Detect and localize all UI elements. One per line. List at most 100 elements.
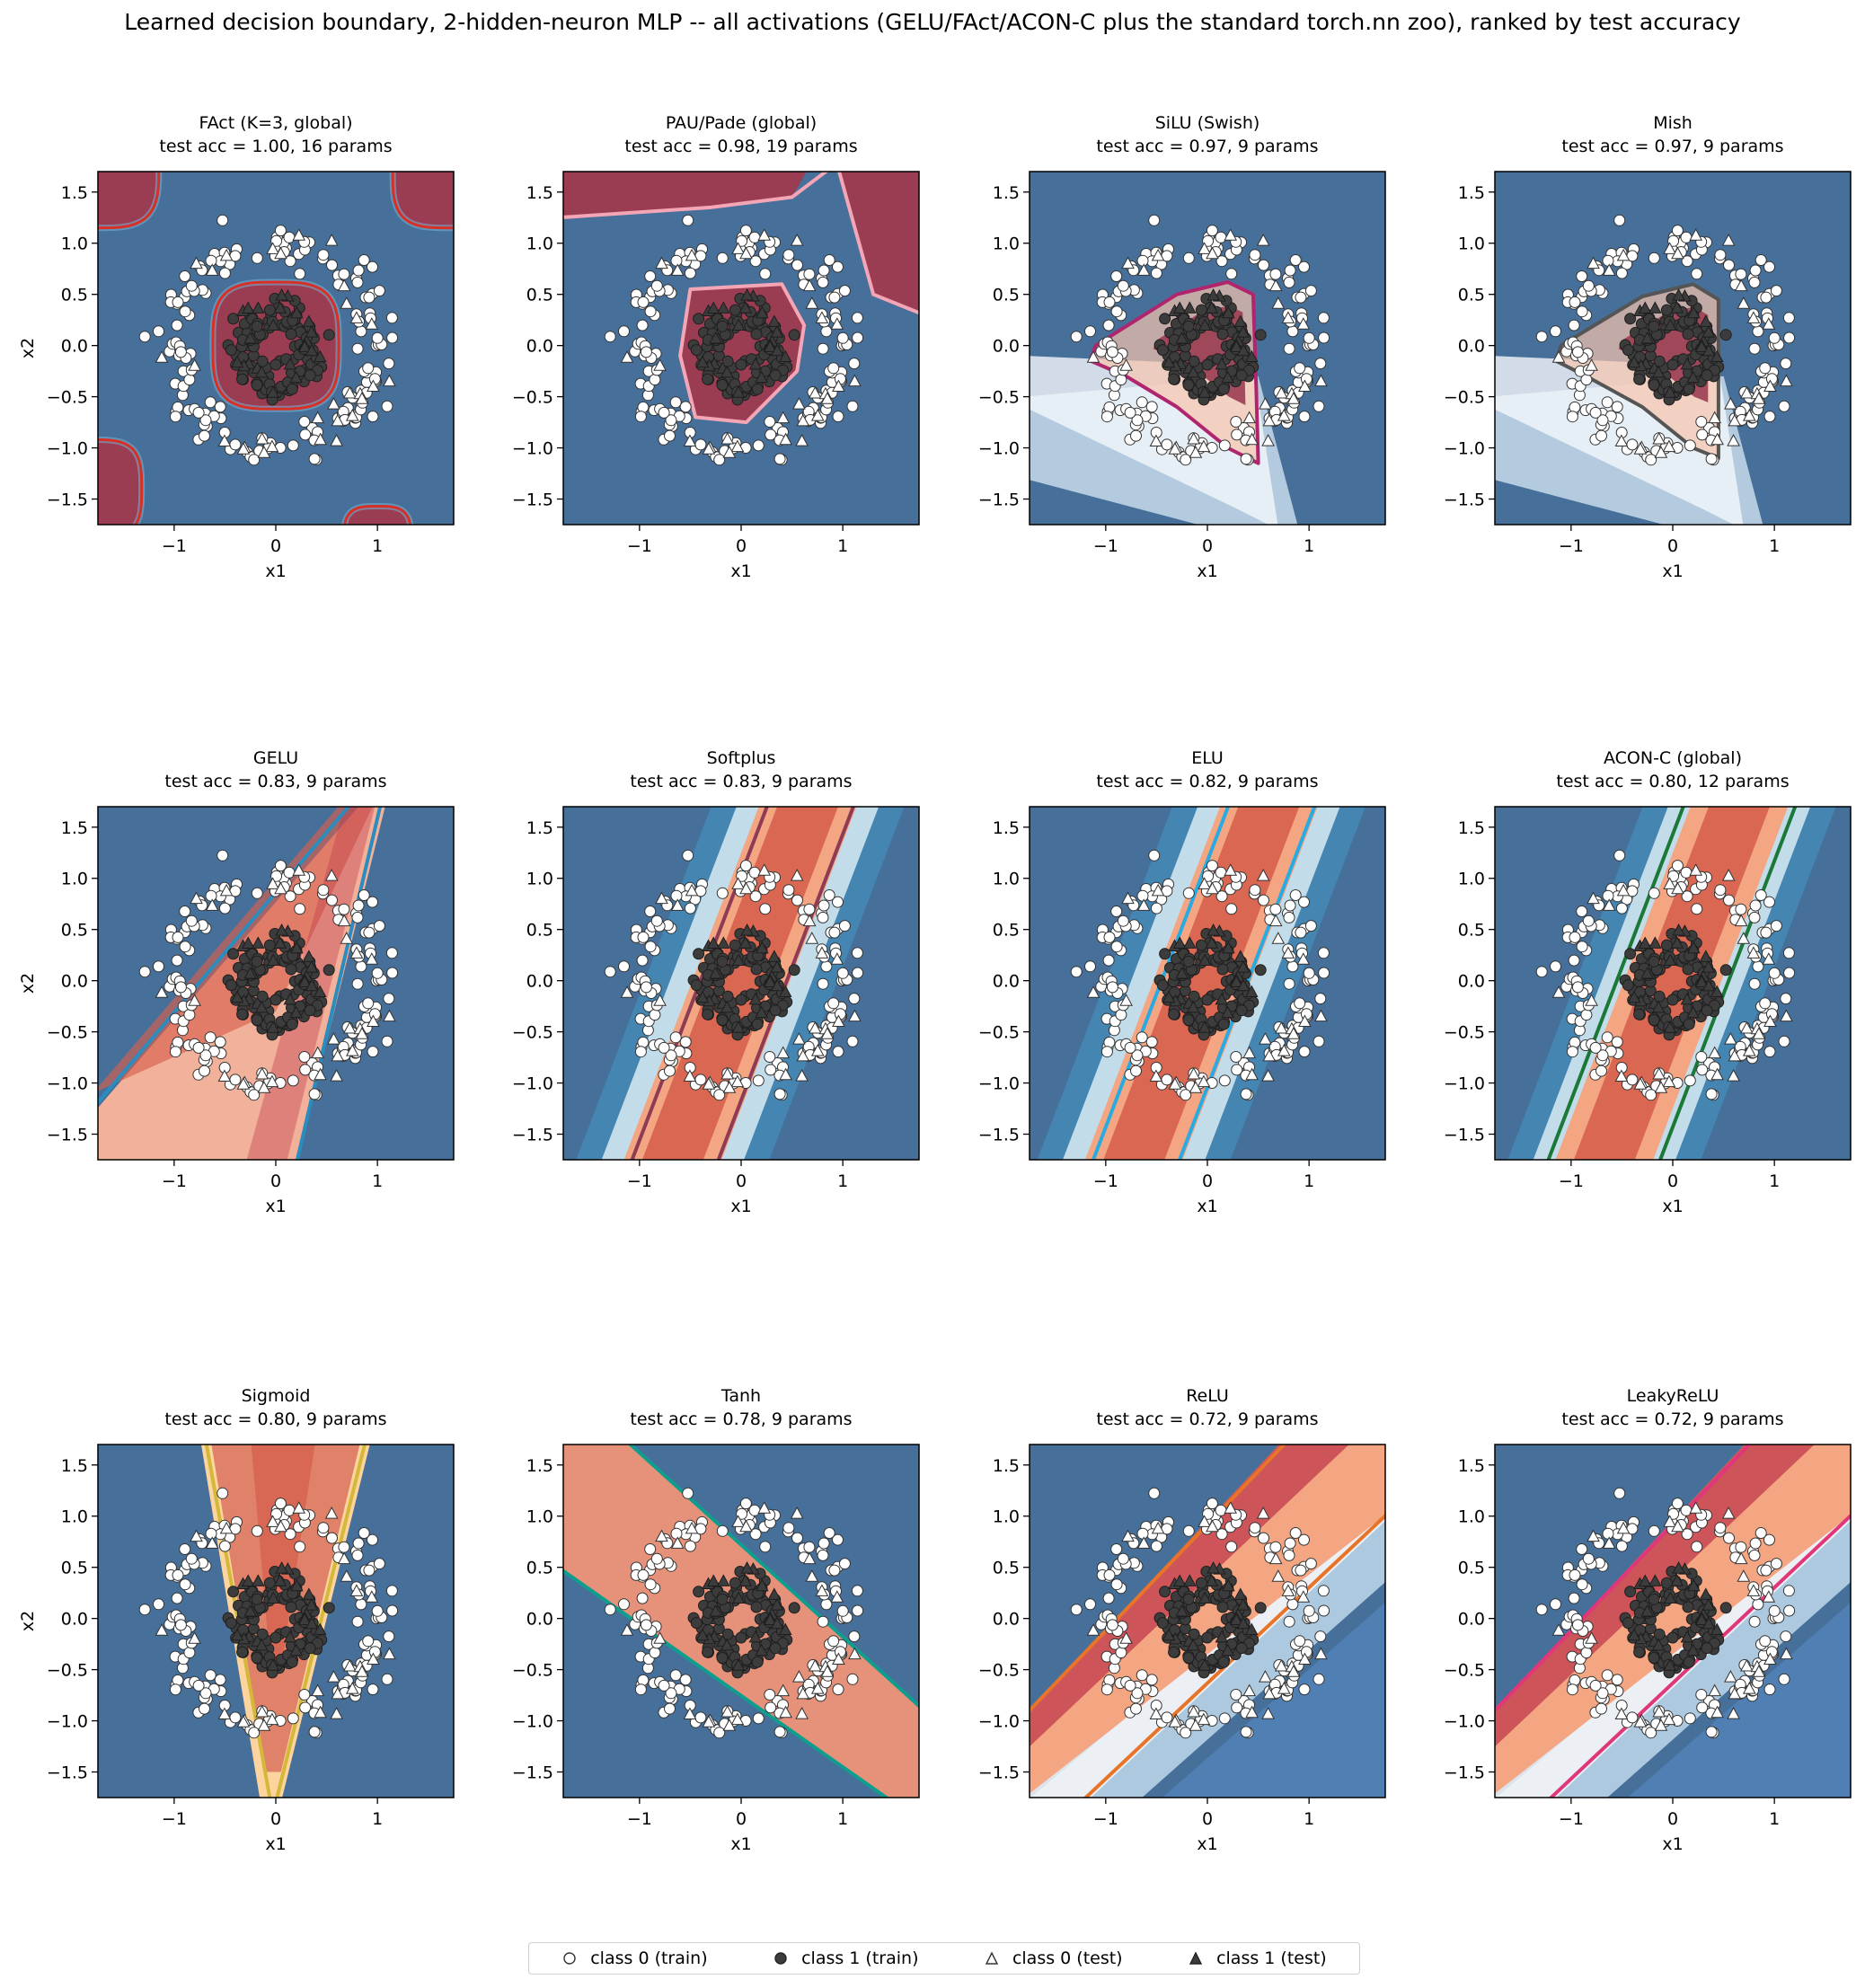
point-class1-test [1701,325,1716,338]
point-class0-test [830,952,844,965]
point-class1-test [275,1561,288,1574]
point-class0-test [314,1067,327,1081]
point-class1-train [1182,1593,1195,1605]
point-class0-train [1289,254,1302,266]
y-tick-label: −1.5 [47,1126,88,1145]
point-class1-train [769,1004,782,1017]
point-class0-test [722,1719,737,1731]
point-class0-test [1746,1584,1761,1596]
point-class0-train [1723,894,1735,906]
point-class0-train [1681,1528,1693,1541]
point-class0-test [1086,1623,1100,1636]
point-class0-test [685,1521,699,1534]
point-class0-train [386,331,399,344]
point-class1-test [297,975,312,987]
point-class0-test [1259,1032,1272,1045]
point-class1-test [770,1598,784,1611]
point-class1-test [305,325,319,338]
point-class0-test [255,431,270,445]
point-class0-test [1259,397,1272,410]
point-class0-train [618,325,630,338]
point-class1-train [1156,344,1169,357]
point-class1-train [1182,320,1195,332]
point-class0-train [368,1646,381,1658]
x-tick-label: −1 [1093,1809,1118,1829]
point-class0-test [1614,434,1629,446]
point-class0-train [1752,960,1764,973]
y-tick-label: −1.0 [1444,1074,1485,1094]
point-class0-train [1611,1674,1623,1686]
point-class0-test [1271,932,1286,944]
point-class1-test [1205,1574,1219,1586]
point-class0-test [1136,898,1151,911]
point-class1-train [227,948,240,960]
point-class0-train [1298,1533,1310,1546]
point-class0-test [1121,256,1135,269]
subplot: ELU test acc = 0.82, 9 params −1 0 1 −1.5 −1.0… [978,748,1386,1216]
point-class1-test [1198,318,1212,331]
point-class0-train [1569,931,1581,943]
point-class0-test [1739,1021,1754,1034]
plot-area [98,172,454,525]
x-axis-label: x1 [1662,561,1683,581]
point-class1-test [1686,370,1700,384]
point-class0-train [1684,1712,1696,1725]
point-class0-train [1589,406,1602,419]
point-class0-test [219,248,234,261]
subplot-subtitle: test acc = 0.82, 9 params [1096,772,1318,791]
point-class0-train [1714,249,1727,261]
y-tick-label: −0.5 [1444,1661,1485,1681]
point-class0-train [832,1533,844,1546]
point-class0-train [1770,920,1782,932]
point-class0-train [634,411,647,423]
point-class0-train [1110,1543,1123,1555]
point-class0-test [1762,952,1776,965]
point-class0-train [818,264,830,277]
point-class1-train [1156,979,1169,992]
point-class0-train [1752,1598,1764,1611]
point-class0-train [358,889,370,901]
point-class0-test [1708,1683,1722,1697]
point-class0-test [1652,431,1666,445]
point-class0-train [604,1604,616,1616]
point-class0-train [371,967,384,979]
point-class1-test [1686,941,1701,954]
point-class0-train [1115,374,1127,386]
point-class0-test [795,434,809,446]
plot-area [1495,807,1851,1160]
point-class0-train [283,866,296,879]
point-class0-train [217,214,229,226]
point-class0-train [679,401,692,413]
decision-boundary-line [98,438,144,525]
point-class0-train [1748,1549,1761,1561]
point-class1-test [763,975,777,987]
point-class0-train [1596,1687,1609,1700]
point-class0-test [808,1021,822,1034]
point-class1-test [1686,1578,1701,1592]
point-class0-train [1645,454,1657,466]
point-class1-train [1683,383,1695,395]
legend-item-class1-train: class 1 (train) [773,1948,918,1968]
point-class0-train [199,1065,210,1077]
subplot-subtitle: test acc = 0.78, 9 params [630,1409,852,1429]
point-class1-train [256,355,269,367]
y-tick-label: −0.5 [512,1023,553,1043]
point-class0-test [266,1515,279,1527]
decision-boundary-line [837,172,919,315]
point-class0-test [1151,1521,1165,1534]
point-class0-train [1106,1619,1118,1631]
point-class1-test [731,385,746,398]
point-class0-train [1124,406,1136,419]
point-class1-test [1680,1630,1694,1643]
y-tick-label: 0.0 [526,972,553,992]
point-class1-test [305,1598,319,1611]
point-class0-train [1613,849,1626,861]
point-class0-train [1117,914,1129,927]
x-tick-label: 1 [1304,1809,1314,1829]
plot-area [563,1445,919,1798]
point-class0-train [1269,1541,1282,1553]
y-tick-label: 0.0 [61,972,88,992]
point-class0-test [1724,1670,1737,1683]
y-tick-label: −0.5 [512,388,553,408]
y-tick-label: −0.5 [1444,388,1485,408]
